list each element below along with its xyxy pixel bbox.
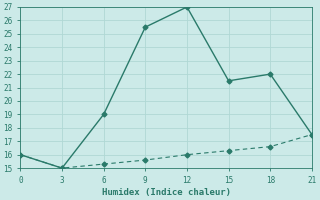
- X-axis label: Humidex (Indice chaleur): Humidex (Indice chaleur): [102, 188, 231, 197]
